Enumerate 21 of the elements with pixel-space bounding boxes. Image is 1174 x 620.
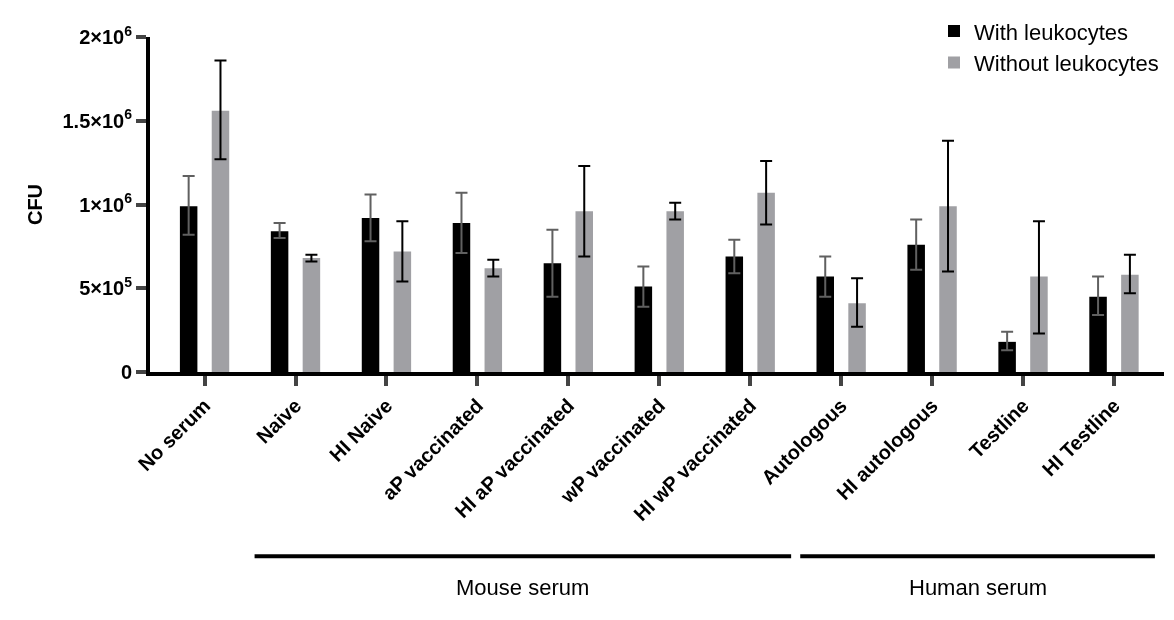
legend-label: Without leukocytes	[974, 51, 1159, 77]
bar	[1030, 276, 1048, 372]
y-tick-label: 2×10$^{6}$	[79, 22, 133, 48]
bar	[848, 303, 866, 372]
bar	[666, 211, 684, 372]
bar	[211, 110, 230, 372]
bar	[757, 192, 775, 372]
y-tick-label: 1.5×10$^{6}$	[62, 106, 133, 132]
bar	[1121, 274, 1139, 372]
bar	[393, 251, 412, 372]
bar	[939, 206, 957, 372]
y-tick-label: 0	[120, 361, 132, 383]
bar	[575, 211, 593, 372]
bar	[302, 258, 321, 372]
y-tick-label: 5×10$^{5}$	[79, 273, 133, 300]
bar	[484, 268, 503, 372]
legend-label: With leukocytes	[974, 19, 1129, 45]
text: Human serum	[909, 575, 1048, 600]
y-axis-title: CFU	[24, 183, 47, 226]
text: Mouse serum	[456, 575, 590, 600]
y-tick-label: 1×10$^{6}$	[79, 190, 133, 216]
